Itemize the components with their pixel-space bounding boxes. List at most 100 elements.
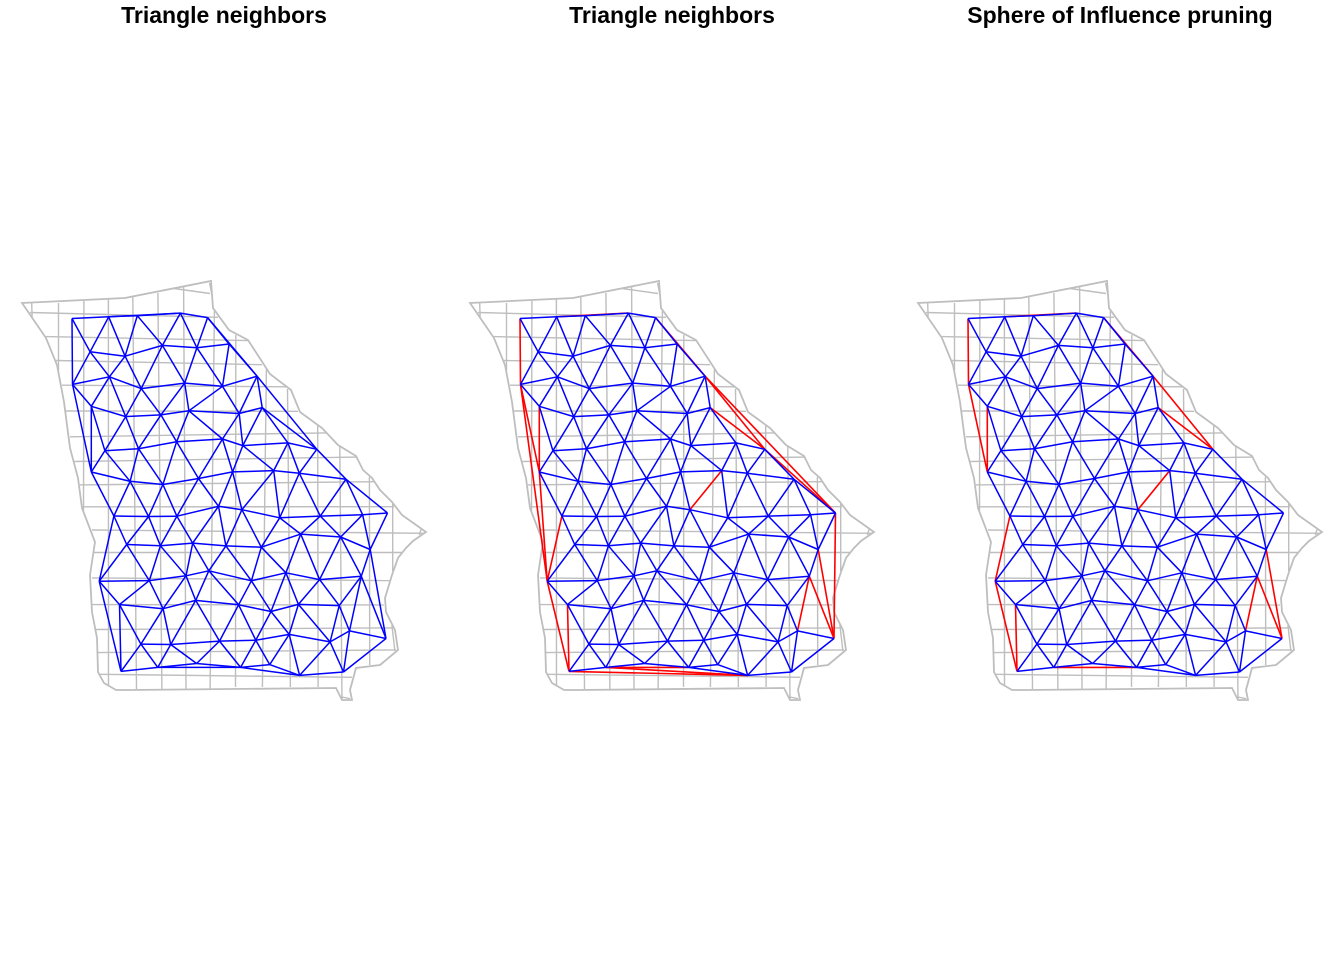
- soi-edge: [1127, 445, 1140, 473]
- neighbor-edge: [669, 413, 688, 440]
- neighbor-edge: [718, 572, 735, 612]
- neighbor-edge: [349, 630, 387, 640]
- neighbor-edge: [688, 663, 718, 669]
- neighbor-edge: [340, 536, 362, 577]
- neighbor-edge: [708, 546, 735, 574]
- soi-edge: [1022, 544, 1046, 581]
- soi-edge: [1020, 315, 1035, 357]
- soi-edge: [1128, 469, 1170, 473]
- neighbor-edge: [185, 575, 197, 601]
- soi-edge: [1195, 641, 1227, 676]
- soi-edge: [1156, 546, 1183, 574]
- neighbor-edge: [232, 469, 274, 473]
- neighbor-edge: [578, 480, 611, 486]
- soi-edge: [1239, 637, 1283, 673]
- neighbor-edge: [777, 630, 798, 643]
- neighbor-edge: [556, 376, 575, 417]
- soi-edge: [1016, 666, 1054, 673]
- neighbor-edge: [98, 544, 128, 582]
- soi-edge: [1215, 515, 1238, 538]
- neighbor-edge: [788, 514, 812, 538]
- county-boundary: [630, 286, 635, 690]
- neighbor-edge: [98, 581, 122, 672]
- neighbor-edge: [746, 448, 766, 474]
- neighbor-edge: [574, 544, 598, 581]
- soi-edge: [1066, 640, 1116, 646]
- soi-edge: [1093, 438, 1120, 479]
- county-boundary: [99, 673, 353, 678]
- neighbor-edge: [170, 600, 197, 645]
- neighbor-edge: [175, 410, 190, 443]
- neighbor-edge: [238, 375, 258, 414]
- neighbor-edge: [708, 517, 729, 548]
- neighbor-edge: [147, 484, 164, 517]
- neighbor-edge: [609, 345, 634, 384]
- neighbor-edge: [624, 478, 648, 517]
- neighbor-edge: [669, 385, 688, 414]
- neighbor-edge: [218, 505, 243, 511]
- soi-edge: [986, 450, 1002, 473]
- neighbor-edge: [231, 471, 243, 510]
- neighbor-edge: [727, 515, 769, 519]
- soi-edge: [1088, 542, 1106, 572]
- neighbor-edge: [239, 639, 257, 668]
- neighbor-edge: [176, 515, 194, 544]
- soi-edge: [1092, 347, 1120, 387]
- soi-edge: [1138, 407, 1159, 446]
- neighbor-edge: [643, 570, 658, 601]
- neighbor-edge: [238, 604, 272, 613]
- neighbor-edge: [665, 506, 675, 547]
- soi-edge: [1037, 382, 1081, 390]
- neighbor-edge: [520, 376, 558, 386]
- neighbor-edge: [791, 637, 835, 673]
- neighbor-edge: [567, 580, 598, 606]
- neighbor-edge: [644, 640, 669, 665]
- neighbor-edge: [633, 575, 645, 601]
- neighbor-edge: [239, 406, 263, 415]
- soi-edge: [1071, 410, 1086, 443]
- neighbor-edge: [198, 471, 233, 480]
- neighbor-edge: [699, 572, 735, 582]
- soi-edge: [1236, 536, 1267, 551]
- soi-edge: [1092, 317, 1105, 349]
- neighbor-edge: [733, 533, 750, 574]
- county-boundary: [951, 359, 1159, 366]
- neighbor-edge: [162, 599, 196, 610]
- neighbor-edge: [160, 382, 186, 416]
- neighbor-edge: [519, 383, 540, 407]
- neighbor-edge: [538, 406, 554, 451]
- neighbor-edge: [270, 603, 299, 613]
- county-boundary: [503, 359, 711, 366]
- neighbor-edge: [126, 543, 161, 547]
- pruned-edge: [546, 581, 570, 672]
- neighbor-edge: [679, 445, 692, 473]
- neighbor-edge: [119, 603, 164, 610]
- soi-edge: [1056, 542, 1089, 547]
- pruned-edge: [967, 318, 970, 385]
- neighbor-edge: [241, 470, 275, 511]
- pruned-edge: [689, 470, 723, 511]
- soi-edge: [1265, 512, 1285, 550]
- neighbor-edge: [241, 508, 280, 519]
- neighbor-edge: [329, 641, 345, 673]
- neighbor-edge: [108, 376, 127, 417]
- neighbor-edge: [736, 604, 748, 635]
- neighbor-edge: [196, 640, 221, 665]
- soi-edge: [1166, 611, 1186, 635]
- neighbor-edge: [669, 438, 682, 473]
- county-boundary: [55, 359, 263, 366]
- soi-edge: [1175, 515, 1217, 519]
- neighbor-edge: [157, 644, 172, 668]
- soi-edge: [1216, 513, 1259, 517]
- neighbor-edge: [656, 570, 688, 606]
- county-boundary: [1237, 696, 1247, 700]
- neighbor-edge: [747, 641, 779, 676]
- soi-edge: [1058, 441, 1074, 485]
- neighbor-edge: [633, 570, 657, 577]
- neighbor-edge: [607, 545, 635, 577]
- soi-edge: [1043, 484, 1060, 517]
- neighbor-edge: [360, 575, 387, 639]
- neighbor-edge: [360, 549, 371, 577]
- soi-edge: [1081, 575, 1093, 601]
- soi-edge: [1134, 413, 1140, 446]
